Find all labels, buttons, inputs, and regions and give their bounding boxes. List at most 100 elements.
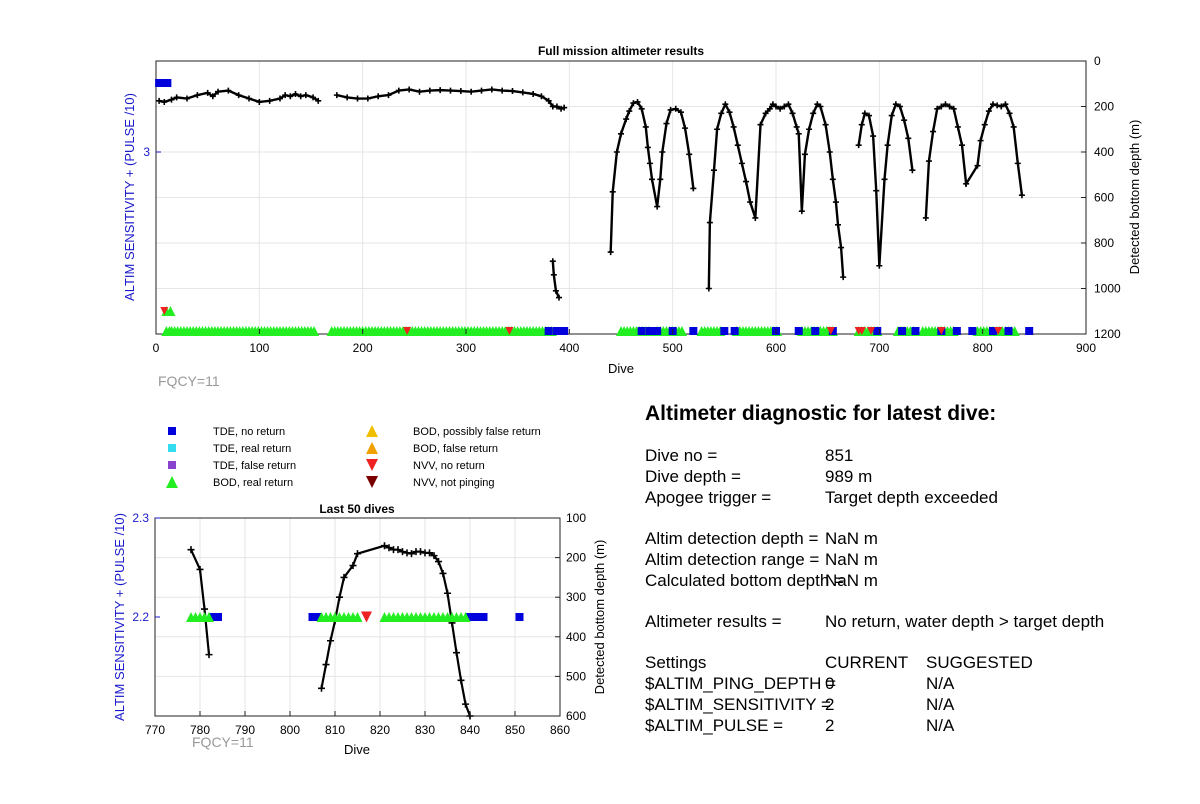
top-depth-point bbox=[672, 105, 679, 112]
bottom-ytick-right-label: 500 bbox=[566, 669, 586, 683]
top-depth-point bbox=[677, 109, 684, 116]
top-depth-point bbox=[814, 101, 821, 108]
ping-depth-current: 0 bbox=[825, 674, 835, 693]
top-tde-marker bbox=[689, 327, 698, 335]
top-xtick-label: 900 bbox=[1076, 341, 1096, 355]
bottom-ytick-left-label: 2.3 bbox=[132, 511, 149, 525]
bottom-depth-point bbox=[435, 558, 442, 566]
bottom-tde-marker bbox=[313, 613, 321, 621]
top-depth-point bbox=[204, 89, 211, 96]
bottom-depth-point bbox=[340, 573, 348, 581]
top-ytick-left-label: 3 bbox=[143, 145, 150, 159]
dive-depth-label: Dive depth = bbox=[645, 467, 741, 486]
bottom-depth-point bbox=[444, 589, 451, 597]
top-tde-marker bbox=[989, 327, 997, 335]
pulse-current: 2 bbox=[825, 716, 835, 735]
top-depth-point bbox=[364, 95, 371, 102]
top-depth-point bbox=[642, 123, 649, 130]
top-depth-point bbox=[623, 116, 630, 123]
top-depth-point bbox=[922, 214, 929, 221]
calc-bottom-depth-label: Calculated bottom depth = bbox=[645, 571, 844, 590]
top-tde-marker bbox=[544, 327, 553, 335]
top-depth-point bbox=[793, 123, 800, 130]
bottom-xtick-label: 860 bbox=[550, 723, 570, 737]
top-xtick-label: 100 bbox=[249, 341, 269, 355]
top-depth-point bbox=[344, 94, 351, 101]
top-tde-marker bbox=[730, 327, 739, 335]
top-nvv-marker bbox=[826, 327, 835, 335]
bottom-chart-ylabel-left: ALTIM SENSITIVITY + (PULSE /10) bbox=[112, 513, 127, 721]
top-depth-point bbox=[950, 105, 957, 112]
top-depth-point bbox=[817, 103, 824, 110]
bottom-xtick-label: 810 bbox=[325, 723, 345, 737]
top-depth-point bbox=[706, 219, 713, 226]
top-depth-point bbox=[235, 92, 242, 99]
top-depth-point bbox=[549, 258, 556, 265]
top-depth-point bbox=[509, 88, 516, 95]
top-depth-point bbox=[998, 103, 1005, 110]
diagnostic-title: Altimeter diagnostic for latest dive: bbox=[645, 402, 997, 425]
top-nvv-marker bbox=[994, 327, 1003, 335]
top-depth-point bbox=[215, 88, 221, 95]
top-bod-marker bbox=[309, 326, 320, 336]
top-depth-point bbox=[447, 87, 454, 94]
bottom-tde-marker bbox=[209, 613, 218, 621]
top-depth-point bbox=[315, 97, 322, 104]
pulse-label: $ALTIM_PULSE = bbox=[645, 716, 784, 735]
top-depth-point bbox=[781, 103, 788, 110]
top-depth-point bbox=[385, 92, 392, 99]
dive-depth-value: 989 m bbox=[825, 467, 873, 486]
bottom-depth-point bbox=[322, 661, 330, 669]
top-ytick-right-label: 400 bbox=[1094, 145, 1114, 159]
top-chart-ylabel-right: Detected bottom depth (m) bbox=[1127, 120, 1142, 275]
top-nvv-marker bbox=[505, 327, 514, 335]
top-depth-point bbox=[777, 105, 784, 112]
top-depth-point bbox=[478, 87, 485, 94]
top-xtick-label: 500 bbox=[663, 341, 683, 355]
top-ytick-right-label: 1200 bbox=[1094, 327, 1121, 341]
detection-depth-value: NaN m bbox=[825, 529, 878, 548]
top-depth-point bbox=[930, 128, 937, 135]
top-depth-point bbox=[743, 178, 750, 185]
top-tde-marker bbox=[898, 327, 907, 335]
top-depth-point bbox=[468, 88, 475, 95]
top-tde-marker bbox=[828, 327, 837, 335]
top-depth-point bbox=[766, 105, 773, 112]
top-depth-point bbox=[654, 203, 661, 210]
sensitivity-label: $ALTIM_SENSITIVITY = bbox=[645, 695, 831, 714]
top-depth-point bbox=[406, 86, 413, 93]
detection-range-label: Altim detection range = bbox=[645, 550, 820, 569]
top-depth-point bbox=[657, 176, 664, 183]
top-depth-point bbox=[785, 101, 792, 108]
top-depth-point bbox=[194, 92, 201, 99]
bottom-depth-point bbox=[318, 684, 325, 692]
legend-marker-nvv-not-pinging bbox=[366, 476, 378, 488]
top-xtick-label: 0 bbox=[153, 341, 160, 355]
top-chart-annotation: FQCY=11 bbox=[158, 373, 220, 389]
top-depth-point bbox=[354, 95, 361, 102]
top-depth-point bbox=[690, 185, 697, 192]
top-depth-point bbox=[618, 130, 624, 137]
top-tde-marker bbox=[155, 79, 164, 87]
top-depth-point bbox=[488, 86, 495, 93]
top-depth-point bbox=[607, 249, 614, 256]
bottom-bod-marker bbox=[352, 612, 363, 622]
top-depth-point bbox=[553, 103, 560, 110]
top-depth-point bbox=[806, 126, 813, 133]
top-depth-point bbox=[711, 167, 717, 174]
top-depth-point bbox=[762, 110, 769, 117]
bottom-depth-point bbox=[349, 562, 357, 570]
top-depth-point bbox=[161, 98, 168, 105]
top-nvv-marker bbox=[937, 327, 946, 335]
bottom-depth-point bbox=[462, 700, 469, 708]
top-tde-marker bbox=[552, 327, 561, 335]
top-chart-ticks: 0 100 200 300 400 500 600 700 800 900 0 200 400 600 80… bbox=[143, 54, 1121, 355]
top-depth-point bbox=[705, 285, 712, 292]
top-depth-point bbox=[840, 274, 847, 281]
results-value: No return, water depth > target depth bbox=[825, 612, 1105, 631]
top-depth-point bbox=[644, 144, 651, 151]
top-chart-ylabel-left: ALTIM SENSITIVITY + (PULSE /10) bbox=[122, 93, 137, 301]
legend-marker-bod-possibly-false-return bbox=[366, 425, 378, 437]
top-depth-point bbox=[870, 133, 877, 140]
bottom-depth-point bbox=[201, 605, 208, 613]
